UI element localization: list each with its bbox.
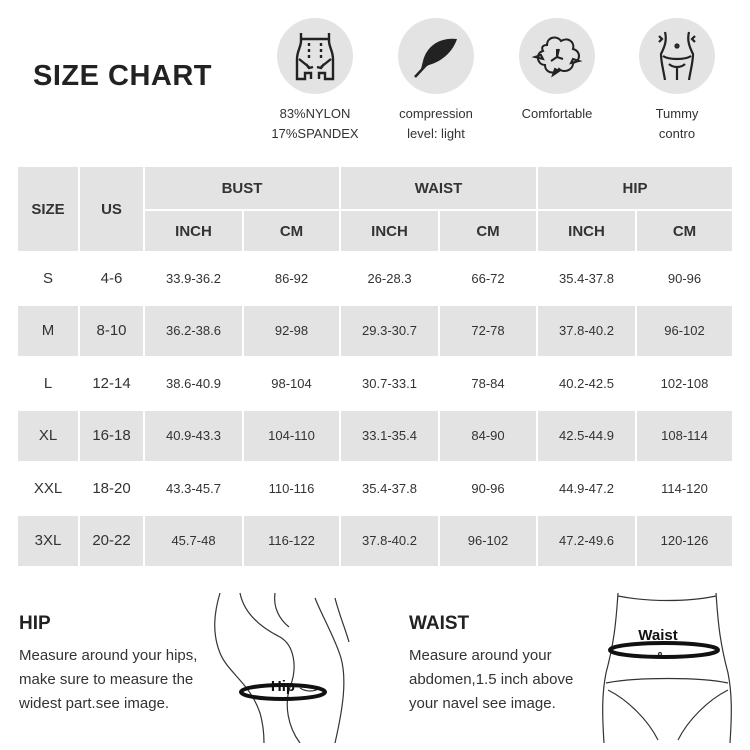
header-cm: CM [242, 209, 341, 253]
cell-us: 12-14 [78, 356, 145, 411]
cell-us: 20-22 [78, 513, 145, 568]
cell-bust-inch: 40.9-43.3 [143, 408, 244, 463]
cell-bust-inch: 36.2-38.6 [143, 303, 244, 358]
cell-size: XXL [16, 461, 80, 516]
shapewear-body-icon [277, 18, 353, 94]
text-line: widest part.see image. [19, 695, 170, 712]
cell-us: 8-10 [78, 303, 145, 358]
cell-bust-cm: 110-116 [242, 461, 341, 516]
feature-label: Tummy [655, 106, 699, 121]
cell-bust-inch: 43.3-45.7 [143, 461, 244, 516]
cell-hip-cm: 114-120 [634, 461, 735, 516]
cell-waist-inch: 29.3-30.7 [339, 303, 440, 358]
waist-image-label: Waist [638, 627, 677, 644]
cell-hip-cm: 120-126 [634, 513, 735, 568]
cell-waist-cm: 84-90 [438, 408, 538, 463]
cell-hip-inch: 40.2-42.5 [536, 356, 637, 411]
cell-waist-inch: 33.1-35.4 [339, 408, 440, 463]
header-cm: CM [438, 209, 538, 253]
header-waist: WAIST [339, 165, 538, 211]
cell-hip-inch: 42.5-44.9 [536, 408, 637, 463]
cell-hip-inch: 37.8-40.2 [536, 303, 637, 358]
cell-waist-cm: 72-78 [438, 303, 538, 358]
feature-tummy-control: Tummy contro [617, 18, 737, 144]
feature-label: 17%SPANDEX [271, 126, 359, 141]
hip-title: HIP [19, 613, 51, 634]
header-inch: INCH [536, 209, 637, 253]
header-inch: INCH [339, 209, 440, 253]
cell-waist-inch: 37.8-40.2 [339, 513, 440, 568]
waist-instructions: Measure around your abdomen,1.5 inch abo… [409, 644, 573, 716]
cell-bust-cm: 98-104 [242, 356, 341, 411]
cell-size: XL [16, 408, 80, 463]
tummy-control-icon [639, 18, 715, 94]
text-line: your navel see image. [409, 695, 556, 712]
feather-icon [398, 18, 474, 94]
table-row: XXL 18-20 43.3-45.7 110-116 35.4-37.8 90-96 44… [16, 461, 735, 516]
cell-bust-cm: 116-122 [242, 513, 341, 568]
cell-hip-cm: 90-96 [634, 251, 735, 306]
feature-label: compression [399, 106, 473, 121]
cell-size: L [16, 356, 80, 411]
text-line: Measure around your hips, [19, 647, 198, 664]
cell-bust-cm: 92-98 [242, 303, 341, 358]
cell-size: 3XL [16, 513, 80, 568]
table-row: S 4-6 33.9-36.2 86-92 26-28.3 66-72 35.4-37.8 9… [16, 251, 735, 306]
feature-label: 83%NYLON [279, 106, 351, 121]
cell-bust-inch: 45.7-48 [143, 513, 244, 568]
cell-bust-inch: 33.9-36.2 [143, 251, 244, 306]
feature-compression: compression level: light [376, 18, 496, 144]
table-row: L 12-14 38.6-40.9 98-104 30.7-33.1 78-84 40.2-… [16, 356, 735, 411]
cell-bust-cm: 86-92 [242, 251, 341, 306]
cell-waist-inch: 26-28.3 [339, 251, 440, 306]
table-row: 3XL 20-22 45.7-48 116-122 37.8-40.2 96-102 47.… [16, 513, 735, 568]
header-hip: HIP [535, 165, 735, 211]
table-row: M 8-10 36.2-38.6 92-98 29.3-30.7 72-78 37.8-40… [16, 303, 735, 358]
feature-label: Comfortable [521, 106, 593, 121]
cell-size: M [16, 303, 80, 358]
cell-bust-cm: 104-110 [242, 408, 341, 463]
text-line: make sure to measure the [19, 671, 194, 688]
text-line: abdomen,1.5 inch above [409, 671, 574, 688]
cell-hip-cm: 96-102 [634, 303, 735, 358]
cotton-icon [519, 18, 595, 94]
header-inch: INCH [143, 209, 244, 253]
text-line: Measure around your [409, 647, 552, 664]
header-cm: CM [634, 209, 735, 253]
cell-bust-inch: 38.6-40.9 [143, 356, 244, 411]
waist-title: WAIST [409, 613, 470, 634]
cell-hip-inch: 47.2-49.6 [536, 513, 637, 568]
cell-waist-inch: 35.4-37.8 [339, 461, 440, 516]
header-bust: BUST [143, 165, 341, 211]
cell-us: 18-20 [78, 461, 145, 516]
feature-comfortable: Comfortable [497, 18, 617, 124]
waist-illustration: Waist [602, 592, 732, 743]
cell-waist-cm: 90-96 [438, 461, 538, 516]
page-title: SIZE CHART [33, 60, 212, 92]
cell-hip-inch: 44.9-47.2 [536, 461, 637, 516]
table-row: XL 16-18 40.9-43.3 104-110 33.1-35.4 84-90 42.… [16, 408, 735, 463]
feature-material: 83%NYLON 17%SPANDEX [255, 18, 375, 144]
size-chart-table: SIZE US BUST WAIST HIP INCH CM INCH CM I… [16, 165, 735, 568]
hip-illustration: Hip [214, 592, 350, 743]
feature-label: contro [658, 126, 696, 141]
header-size: SIZE [16, 165, 80, 253]
hip-instructions: Measure around your hips, make sure to m… [19, 644, 197, 716]
header-us: US [78, 165, 145, 253]
cell-size: S [16, 251, 80, 306]
cell-waist-cm: 78-84 [438, 356, 538, 411]
cell-hip-cm: 108-114 [634, 408, 735, 463]
cell-waist-inch: 30.7-33.1 [339, 356, 440, 411]
cell-hip-cm: 102-108 [634, 356, 735, 411]
cell-waist-cm: 66-72 [438, 251, 538, 306]
hip-image-label: Hip [271, 678, 295, 695]
cell-hip-inch: 35.4-37.8 [536, 251, 637, 306]
cell-waist-cm: 96-102 [438, 513, 538, 568]
feature-label: level: light [407, 126, 465, 141]
cell-us: 16-18 [78, 408, 145, 463]
cell-us: 4-6 [78, 251, 145, 306]
